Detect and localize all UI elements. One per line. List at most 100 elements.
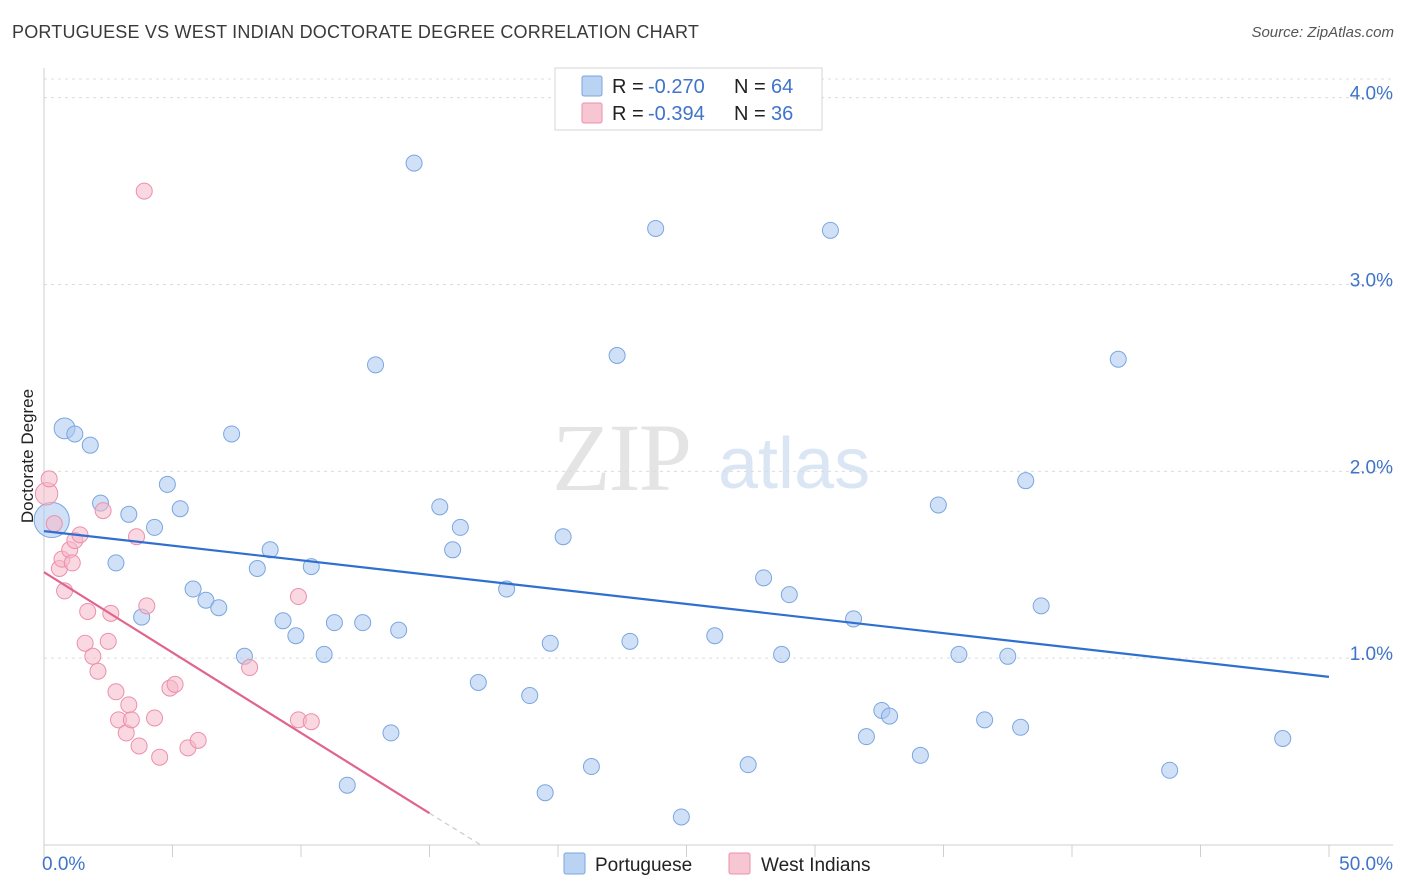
point-portuguese-41 <box>647 219 665 237</box>
point-portuguese-55 <box>950 645 968 663</box>
y-tick-label-4: 4.0% <box>1350 84 1393 105</box>
point-portuguese-35 <box>536 784 554 802</box>
legend-r-label-west-indians: R = <box>612 103 644 125</box>
point-portuguese-32 <box>469 673 487 691</box>
point-portuguese-21 <box>315 645 333 663</box>
point-portuguese-13 <box>210 599 228 617</box>
point-west-indians-2 <box>45 515 63 533</box>
y-tick-label-3: 3.0% <box>1350 271 1393 292</box>
bottom-legend-label-portuguese: Portuguese <box>595 855 692 876</box>
legend-n-label-portuguese: N = <box>734 76 766 98</box>
y-tick-label-2: 2.0% <box>1350 457 1393 478</box>
point-portuguese-24 <box>354 614 372 632</box>
point-portuguese-3 <box>81 436 99 454</box>
point-portuguese-40 <box>621 632 639 650</box>
point-west-indians-10 <box>76 634 94 652</box>
point-portuguese-14 <box>223 425 241 443</box>
point-west-indians-20 <box>120 696 138 714</box>
point-portuguese-9 <box>158 475 176 493</box>
point-west-indians-12 <box>84 647 102 665</box>
point-portuguese-6 <box>120 505 138 523</box>
point-portuguese-59 <box>1017 472 1035 490</box>
bottom-legend-swatch-portuguese <box>563 852 586 875</box>
point-portuguese-16 <box>248 559 266 577</box>
chart-title: PORTUGUESE VS WEST INDIAN DOCTORATE DEGR… <box>12 22 700 42</box>
legend-n-value-west-indians: 36 <box>771 103 793 125</box>
point-portuguese-12 <box>197 591 215 609</box>
point-portuguese-2 <box>66 425 84 443</box>
point-west-indians-29 <box>166 675 184 693</box>
x-tick-label-max: 50.0% <box>1339 854 1393 875</box>
point-west-indians-35 <box>302 713 320 731</box>
point-portuguese-28 <box>405 154 423 172</box>
point-west-indians-23 <box>130 737 148 755</box>
point-portuguese-31 <box>451 518 469 536</box>
point-portuguese-53 <box>911 746 929 764</box>
trend-line-portuguese <box>43 530 1330 678</box>
point-portuguese-43 <box>706 627 724 645</box>
y-axis-tick-labels: 1.0% 2.0% 3.0% 4.0% <box>1350 84 1393 665</box>
point-portuguese-30 <box>444 541 462 559</box>
point-portuguese-25 <box>367 356 385 374</box>
point-west-indians-21 <box>122 711 140 729</box>
point-portuguese-10 <box>171 500 189 518</box>
point-portuguese-62 <box>1161 761 1179 779</box>
point-portuguese-42 <box>672 808 690 826</box>
point-portuguese-57 <box>999 647 1017 665</box>
point-west-indians-7 <box>63 554 81 572</box>
source-credit: Source: ZipAtlas.com <box>1251 24 1394 41</box>
bottom-legend-swatch-west-indians <box>728 852 751 875</box>
series-legend: Portuguese West Indians <box>563 852 870 876</box>
point-west-indians-15 <box>99 632 117 650</box>
correlation-legend: R = -0.270 N = 64 R = -0.394 N = 36 <box>554 67 823 131</box>
point-west-indians-31 <box>189 731 207 749</box>
point-portuguese-36 <box>541 634 559 652</box>
y-axis-title: Doctorate Degree <box>18 389 37 523</box>
legend-swatch-portuguese <box>581 75 603 97</box>
point-west-indians-24 <box>135 182 153 200</box>
point-west-indians-25 <box>138 597 156 615</box>
point-portuguese-58 <box>1012 718 1030 736</box>
legend-n-label-west-indians: N = <box>734 103 766 125</box>
point-portuguese-47 <box>780 586 798 604</box>
point-portuguese-61 <box>1109 350 1127 368</box>
legend-r-value-west-indians: -0.394 <box>648 103 705 125</box>
point-west-indians-14 <box>94 502 112 520</box>
watermark-zip: ZIP <box>552 404 690 511</box>
y-tick-label-1: 1.0% <box>1350 644 1393 665</box>
bottom-legend-label-west-indians: West Indians <box>761 855 870 876</box>
point-west-indians-32 <box>241 659 259 677</box>
point-portuguese-54 <box>929 496 947 514</box>
point-portuguese-44 <box>739 756 757 774</box>
point-portuguese-46 <box>773 645 791 663</box>
point-portuguese-60 <box>1032 597 1050 615</box>
legend-r-label-portuguese: R = <box>612 76 644 98</box>
point-portuguese-22 <box>325 614 343 632</box>
trend-line-extension-west-indians <box>429 812 482 846</box>
point-west-indians-11 <box>79 602 97 620</box>
point-portuguese-11 <box>184 580 202 598</box>
legend-r-value-portuguese: -0.270 <box>648 76 705 98</box>
legend-n-value-portuguese: 64 <box>771 76 793 98</box>
x-tick-label-min: 0.0% <box>42 854 85 875</box>
point-portuguese-27 <box>390 621 408 639</box>
point-portuguese-19 <box>287 627 305 645</box>
point-portuguese-18 <box>274 612 292 630</box>
point-portuguese-8 <box>146 518 164 536</box>
point-portuguese-39 <box>608 347 626 365</box>
point-portuguese-29 <box>431 498 449 516</box>
point-portuguese-50 <box>857 728 875 746</box>
watermark-atlas: atlas <box>718 424 870 504</box>
point-portuguese-26 <box>382 724 400 742</box>
point-portuguese-38 <box>582 758 600 776</box>
x-axis-ticks <box>43 845 1330 857</box>
point-portuguese-5 <box>107 554 125 572</box>
point-portuguese-56 <box>976 711 994 729</box>
point-west-indians-17 <box>107 683 125 701</box>
point-portuguese-37 <box>554 528 572 546</box>
point-portuguese-48 <box>821 221 839 239</box>
point-west-indians-26 <box>146 709 164 727</box>
point-west-indians-13 <box>89 662 107 680</box>
point-portuguese-45 <box>755 569 773 587</box>
